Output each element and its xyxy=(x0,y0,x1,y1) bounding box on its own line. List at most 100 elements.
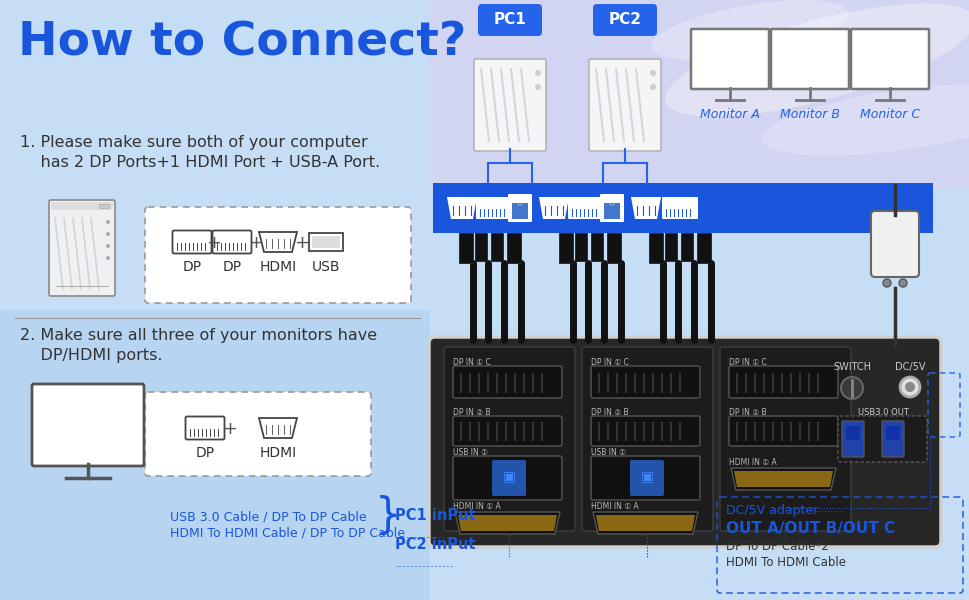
Circle shape xyxy=(535,84,541,90)
Text: HDMI IN ① A: HDMI IN ① A xyxy=(590,502,639,511)
Polygon shape xyxy=(457,515,556,531)
Polygon shape xyxy=(592,512,698,534)
Text: }: } xyxy=(375,495,401,537)
Bar xyxy=(51,202,112,210)
Text: DP: DP xyxy=(195,446,214,460)
FancyBboxPatch shape xyxy=(870,211,918,277)
Bar xyxy=(697,233,710,263)
Text: DP IN ② B: DP IN ② B xyxy=(729,408,766,417)
Polygon shape xyxy=(259,418,297,438)
Bar xyxy=(309,233,343,251)
FancyBboxPatch shape xyxy=(172,230,211,253)
FancyBboxPatch shape xyxy=(719,347,850,531)
Bar xyxy=(845,426,860,440)
Text: HDMI IN ① A: HDMI IN ① A xyxy=(729,458,776,467)
Bar xyxy=(458,233,473,263)
Text: ...............: ............... xyxy=(394,528,454,541)
Text: USB IN ①: USB IN ① xyxy=(453,448,487,457)
FancyBboxPatch shape xyxy=(592,4,656,36)
Text: +: + xyxy=(248,234,264,252)
Text: ...............: ............... xyxy=(394,557,454,570)
Text: HDMI: HDMI xyxy=(259,446,297,460)
Ellipse shape xyxy=(665,4,969,116)
Circle shape xyxy=(106,232,109,236)
FancyBboxPatch shape xyxy=(841,421,863,457)
FancyBboxPatch shape xyxy=(837,416,926,462)
Circle shape xyxy=(882,279,891,287)
FancyBboxPatch shape xyxy=(32,384,143,466)
Text: PC1 inPut: PC1 inPut xyxy=(394,508,475,523)
FancyBboxPatch shape xyxy=(144,392,370,476)
Text: DP: DP xyxy=(222,260,241,274)
Text: How to Connect?: How to Connect? xyxy=(18,20,466,65)
Bar xyxy=(475,233,486,261)
FancyBboxPatch shape xyxy=(49,200,115,296)
Circle shape xyxy=(898,279,906,287)
Text: USB IN ①: USB IN ① xyxy=(590,448,625,457)
FancyBboxPatch shape xyxy=(690,29,768,89)
Bar xyxy=(665,233,676,261)
Text: HDMI To HDMI Cable: HDMI To HDMI Cable xyxy=(725,556,845,569)
Polygon shape xyxy=(631,197,660,219)
Circle shape xyxy=(106,256,109,260)
FancyBboxPatch shape xyxy=(588,59,660,151)
Text: DP IN ② B: DP IN ② B xyxy=(590,408,628,417)
Text: DP: DP xyxy=(182,260,202,274)
Bar xyxy=(429,0,969,190)
Text: 1. Please make sure both of your computer: 1. Please make sure both of your compute… xyxy=(20,135,367,150)
Text: Monitor C: Monitor C xyxy=(860,108,920,121)
FancyBboxPatch shape xyxy=(508,194,531,222)
Text: PC2: PC2 xyxy=(608,13,641,28)
Polygon shape xyxy=(731,468,835,490)
FancyBboxPatch shape xyxy=(661,197,698,219)
Bar xyxy=(648,233,663,263)
FancyBboxPatch shape xyxy=(770,29,848,89)
Text: ..............: .............. xyxy=(799,504,841,514)
Circle shape xyxy=(106,244,109,248)
FancyBboxPatch shape xyxy=(476,197,512,219)
FancyBboxPatch shape xyxy=(881,421,903,457)
FancyBboxPatch shape xyxy=(144,207,411,303)
FancyBboxPatch shape xyxy=(590,456,700,500)
Text: DP IN ① C: DP IN ① C xyxy=(729,358,766,367)
FancyBboxPatch shape xyxy=(491,460,525,496)
Text: USB3.0 OUT: USB3.0 OUT xyxy=(857,408,908,417)
Bar xyxy=(432,183,932,233)
FancyBboxPatch shape xyxy=(729,416,837,446)
Text: Monitor A: Monitor A xyxy=(700,108,759,121)
Text: ▣: ▣ xyxy=(640,469,653,483)
FancyBboxPatch shape xyxy=(428,337,940,547)
Text: PC1: PC1 xyxy=(493,13,526,28)
Bar xyxy=(607,233,620,263)
Bar xyxy=(590,233,603,261)
FancyBboxPatch shape xyxy=(453,416,561,446)
Polygon shape xyxy=(595,515,694,531)
FancyBboxPatch shape xyxy=(850,29,928,89)
Ellipse shape xyxy=(651,0,848,60)
Polygon shape xyxy=(259,232,297,252)
Text: USB: USB xyxy=(311,260,340,274)
Text: Monitor B: Monitor B xyxy=(779,108,839,121)
FancyBboxPatch shape xyxy=(212,230,251,253)
Bar xyxy=(99,204,109,208)
Text: DP/HDMI ports.: DP/HDMI ports. xyxy=(20,348,163,363)
Polygon shape xyxy=(539,197,569,219)
Text: OUT A/OUT B/OUT C: OUT A/OUT B/OUT C xyxy=(725,521,894,536)
FancyBboxPatch shape xyxy=(581,347,712,531)
FancyBboxPatch shape xyxy=(629,460,664,496)
Circle shape xyxy=(535,70,541,76)
Circle shape xyxy=(840,377,862,399)
Circle shape xyxy=(649,70,655,76)
FancyBboxPatch shape xyxy=(590,416,700,446)
Circle shape xyxy=(904,382,914,392)
Circle shape xyxy=(899,377,919,397)
Text: DP To DP Cable*2: DP To DP Cable*2 xyxy=(725,540,828,553)
Ellipse shape xyxy=(761,85,969,155)
Text: has 2 DP Ports+1 HDMI Port + USB-A Port.: has 2 DP Ports+1 HDMI Port + USB-A Port. xyxy=(20,155,380,170)
Bar xyxy=(490,233,503,261)
Bar xyxy=(680,233,692,261)
FancyBboxPatch shape xyxy=(453,456,561,500)
Circle shape xyxy=(106,220,109,224)
FancyBboxPatch shape xyxy=(568,197,604,219)
Text: HDMI IN ① A: HDMI IN ① A xyxy=(453,502,500,511)
